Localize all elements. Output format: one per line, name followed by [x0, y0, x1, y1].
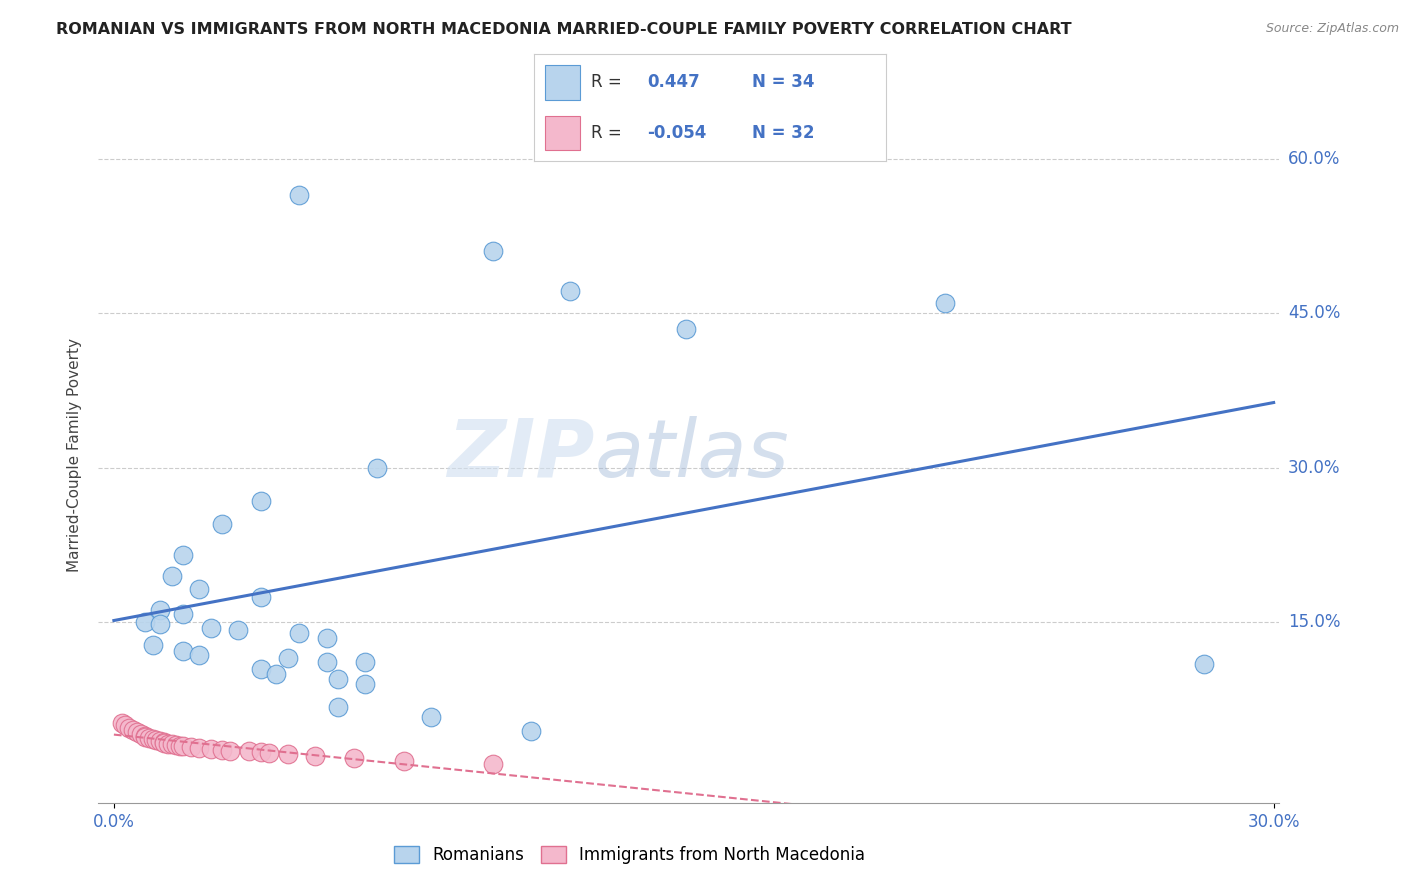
- Point: [226, 623, 249, 637]
- Point: [249, 590, 271, 604]
- Point: [172, 549, 194, 563]
- Point: [172, 644, 194, 658]
- Point: [249, 493, 271, 508]
- Point: [315, 655, 337, 669]
- Point: [520, 723, 543, 738]
- Point: [165, 738, 187, 752]
- Point: [160, 737, 183, 751]
- Point: [277, 747, 299, 762]
- Point: [160, 569, 183, 583]
- Point: [187, 648, 209, 663]
- Point: [153, 735, 176, 749]
- Point: [934, 296, 956, 310]
- Text: ZIP: ZIP: [447, 416, 595, 494]
- Text: N = 34: N = 34: [752, 73, 814, 91]
- Point: [315, 631, 337, 645]
- Point: [264, 667, 287, 681]
- Point: [326, 672, 349, 686]
- Text: 60.0%: 60.0%: [1288, 150, 1340, 168]
- Point: [153, 736, 176, 750]
- Point: [134, 730, 156, 744]
- Point: [211, 743, 233, 757]
- Point: [249, 745, 271, 759]
- Point: [118, 721, 141, 735]
- Text: R =: R =: [591, 124, 627, 142]
- Text: 15.0%: 15.0%: [1288, 614, 1340, 632]
- Point: [141, 731, 163, 746]
- Point: [200, 742, 222, 756]
- Point: [187, 741, 209, 756]
- Text: Source: ZipAtlas.com: Source: ZipAtlas.com: [1265, 22, 1399, 36]
- Point: [392, 754, 415, 768]
- Point: [481, 756, 503, 771]
- Point: [125, 724, 148, 739]
- Text: 0.447: 0.447: [647, 73, 700, 91]
- Point: [122, 723, 145, 737]
- Point: [419, 710, 441, 724]
- Point: [145, 733, 167, 747]
- Point: [141, 638, 163, 652]
- Legend: Romanians, Immigrants from North Macedonia: Romanians, Immigrants from North Macedon…: [388, 839, 872, 871]
- Point: [211, 517, 233, 532]
- Text: atlas: atlas: [595, 416, 789, 494]
- Point: [354, 655, 377, 669]
- Point: [134, 615, 156, 630]
- Point: [249, 662, 271, 676]
- Point: [169, 739, 191, 753]
- Point: [304, 749, 326, 764]
- Point: [114, 718, 136, 732]
- Point: [1192, 657, 1215, 671]
- Point: [149, 734, 172, 748]
- Point: [326, 700, 349, 714]
- Text: ROMANIAN VS IMMIGRANTS FROM NORTH MACEDONIA MARRIED-COUPLE FAMILY POVERTY CORREL: ROMANIAN VS IMMIGRANTS FROM NORTH MACEDO…: [56, 22, 1071, 37]
- Text: 45.0%: 45.0%: [1288, 304, 1340, 322]
- Point: [134, 729, 156, 743]
- Point: [187, 582, 209, 597]
- FancyBboxPatch shape: [544, 65, 581, 100]
- Point: [342, 751, 364, 765]
- Text: R =: R =: [591, 73, 627, 91]
- Point: [558, 284, 581, 298]
- Point: [288, 187, 311, 202]
- Point: [238, 744, 260, 758]
- Point: [675, 321, 697, 335]
- Point: [180, 740, 202, 755]
- Point: [110, 716, 132, 731]
- Point: [129, 727, 152, 741]
- Text: N = 32: N = 32: [752, 124, 814, 142]
- Point: [172, 607, 194, 622]
- Point: [288, 625, 311, 640]
- Point: [481, 244, 503, 259]
- Point: [366, 460, 388, 475]
- Point: [277, 651, 299, 665]
- Point: [149, 603, 172, 617]
- FancyBboxPatch shape: [544, 116, 581, 150]
- Point: [218, 744, 240, 758]
- Point: [354, 677, 377, 691]
- Point: [149, 617, 172, 632]
- Text: -0.054: -0.054: [647, 124, 706, 142]
- Point: [200, 621, 222, 635]
- Point: [172, 739, 194, 753]
- Point: [257, 747, 280, 761]
- Point: [138, 731, 160, 745]
- Text: 30.0%: 30.0%: [1288, 458, 1340, 477]
- Point: [156, 737, 179, 751]
- Y-axis label: Married-Couple Family Poverty: Married-Couple Family Poverty: [67, 338, 83, 572]
